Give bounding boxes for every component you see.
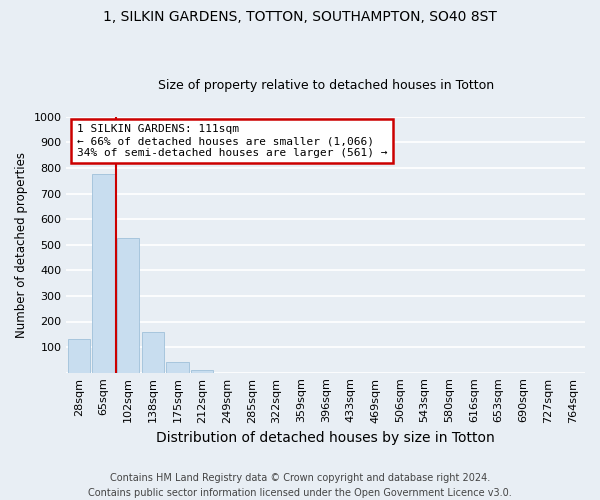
Bar	[92, 174, 115, 372]
Text: 1, SILKIN GARDENS, TOTTON, SOUTHAMPTON, SO40 8ST: 1, SILKIN GARDENS, TOTTON, SOUTHAMPTON, …	[103, 10, 497, 24]
Bar	[166, 362, 188, 372]
Title: Size of property relative to detached houses in Totton: Size of property relative to detached ho…	[158, 79, 494, 92]
Bar	[142, 332, 164, 372]
Text: 1 SILKIN GARDENS: 111sqm
← 66% of detached houses are smaller (1,066)
34% of sem: 1 SILKIN GARDENS: 111sqm ← 66% of detach…	[77, 124, 387, 158]
Y-axis label: Number of detached properties: Number of detached properties	[15, 152, 28, 338]
X-axis label: Distribution of detached houses by size in Totton: Distribution of detached houses by size …	[157, 431, 495, 445]
Bar	[191, 370, 214, 372]
Bar	[68, 338, 90, 372]
Bar	[117, 238, 139, 372]
Text: Contains HM Land Registry data © Crown copyright and database right 2024.
Contai: Contains HM Land Registry data © Crown c…	[88, 472, 512, 498]
